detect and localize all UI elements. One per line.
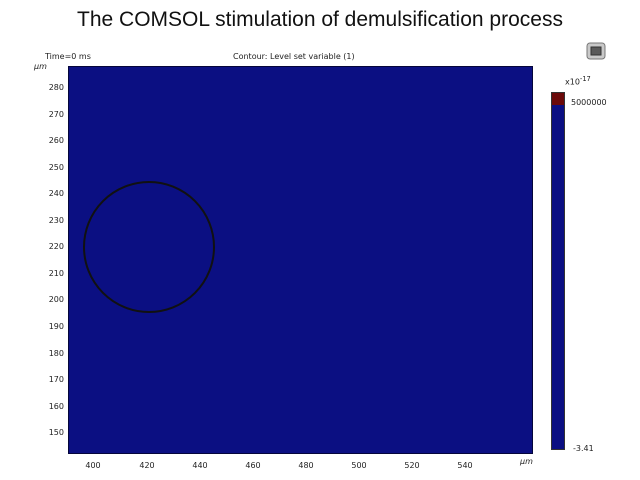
y-unit-label: μm — [34, 62, 47, 71]
plot-subtitle: Contour: Level set variable (1) — [233, 52, 355, 61]
y-tick: 150 — [48, 428, 64, 437]
colorbar-max-label: 5000000 — [571, 98, 607, 107]
colorbar-exponent: x10-17 — [565, 75, 591, 87]
colorbar-max-band — [552, 93, 564, 105]
y-tick: 220 — [48, 242, 64, 251]
x-unit-label: μm — [520, 457, 533, 466]
y-tick: 180 — [48, 349, 64, 358]
page-title: The COMSOL stimulation of demulsificatio… — [77, 8, 563, 31]
droplet-contour — [83, 181, 215, 313]
x-tick: 480 — [298, 461, 314, 470]
x-tick: 400 — [85, 461, 101, 470]
window-icon[interactable] — [586, 42, 606, 60]
y-tick: 170 — [48, 375, 64, 384]
plot-area — [68, 66, 533, 454]
y-tick: 280 — [48, 83, 64, 92]
y-tick: 160 — [48, 402, 64, 411]
time-label: Time=0 ms — [45, 52, 91, 61]
x-tick: 520 — [404, 461, 420, 470]
y-tick: 270 — [48, 110, 64, 119]
y-tick: 240 — [48, 189, 64, 198]
x-tick: 500 — [351, 461, 367, 470]
colorbar-min-label: -3.41 — [573, 444, 594, 453]
y-tick: 210 — [48, 269, 64, 278]
y-tick: 190 — [48, 322, 64, 331]
y-tick: 230 — [48, 216, 64, 225]
x-tick: 440 — [192, 461, 208, 470]
x-tick: 460 — [245, 461, 261, 470]
colorbar — [551, 92, 565, 450]
y-tick: 260 — [48, 136, 64, 145]
x-tick: 420 — [139, 461, 155, 470]
x-tick: 540 — [457, 461, 473, 470]
y-tick: 250 — [48, 163, 64, 172]
y-tick: 200 — [48, 295, 64, 304]
